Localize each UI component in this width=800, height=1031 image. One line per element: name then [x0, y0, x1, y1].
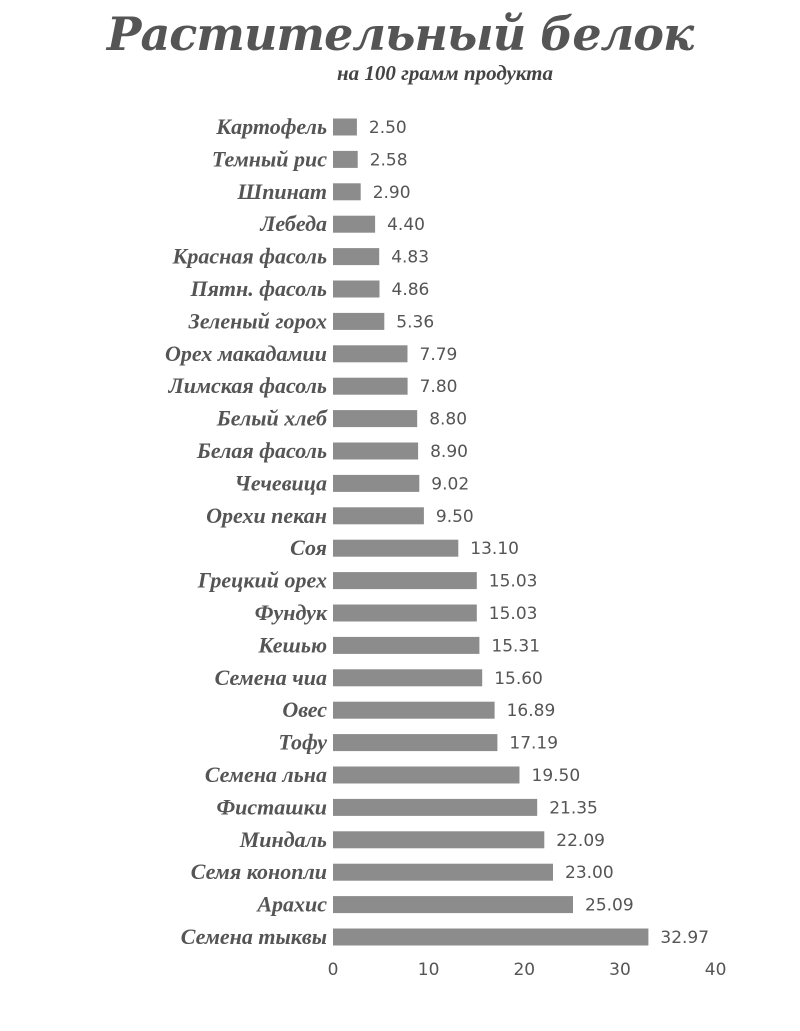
- category-label: Миндаль: [239, 827, 327, 852]
- category-label: Семена льна: [205, 762, 327, 787]
- x-axis-ticks-group: 0 10 20 30 40: [328, 960, 727, 980]
- bar: [333, 636, 480, 654]
- category-label: Шпинат: [236, 179, 327, 204]
- bar: [333, 734, 498, 752]
- category-label: Пятн. фасоль: [189, 276, 327, 301]
- category-label: Семя конопли: [191, 859, 327, 884]
- value-label: 5.36: [396, 312, 434, 332]
- bar: [333, 442, 419, 460]
- category-label: Семена чиа: [215, 665, 327, 690]
- value-label: 7.80: [420, 377, 458, 397]
- bar: [333, 215, 376, 233]
- bar: [333, 928, 649, 946]
- value-label: 15.03: [489, 604, 538, 624]
- value-label: 2.50: [369, 118, 407, 138]
- category-label: Темный рис: [212, 146, 327, 171]
- category-label: Зеленый горох: [188, 308, 327, 333]
- bar: [333, 669, 483, 687]
- value-label: 17.19: [509, 734, 558, 754]
- bar: [333, 507, 424, 525]
- bar: [333, 604, 477, 622]
- bar: [333, 248, 380, 266]
- bar: [333, 701, 495, 719]
- bar: [333, 831, 545, 849]
- value-label: 25.09: [585, 896, 634, 916]
- category-label: Орехи пекан: [206, 503, 327, 528]
- value-label: 2.58: [370, 150, 408, 170]
- value-label: 2.90: [373, 183, 411, 203]
- category-label: Арахис: [255, 892, 327, 917]
- category-label: Фундук: [255, 600, 328, 625]
- value-label: 7.79: [420, 345, 458, 365]
- bar: [333, 474, 420, 492]
- category-label: Тофу: [278, 730, 327, 755]
- value-label: 15.31: [491, 636, 540, 656]
- category-label: Лебеда: [259, 211, 327, 236]
- value-label: 9.50: [436, 507, 474, 527]
- x-tick-label: 0: [328, 960, 339, 980]
- category-label: Картофель: [215, 114, 327, 139]
- category-label: Кешью: [257, 632, 327, 657]
- category-label: Белая фасоль: [196, 438, 327, 463]
- bar: [333, 410, 418, 428]
- bar: [333, 183, 361, 201]
- value-label: 4.86: [392, 280, 430, 300]
- category-label: Соя: [290, 535, 327, 560]
- value-label: 23.00: [565, 863, 614, 883]
- bars-group: [333, 118, 649, 946]
- x-tick-label: 40: [705, 960, 727, 980]
- category-label: Фисташки: [216, 794, 327, 819]
- category-labels-group: Картофель Темный рис Шпинат Лебеда Красная ф…: [165, 114, 328, 949]
- bar: [333, 896, 573, 914]
- category-label: Грецкий орех: [197, 568, 327, 593]
- chart-subtitle: на 100 грамм продукта: [337, 61, 553, 85]
- value-label: 13.10: [470, 539, 519, 559]
- x-tick-label: 30: [609, 960, 631, 980]
- bar: [333, 539, 459, 557]
- bar: [333, 345, 408, 363]
- bar: [333, 377, 408, 395]
- bar: [333, 572, 477, 590]
- bar: [333, 312, 385, 330]
- x-tick-label: 20: [513, 960, 535, 980]
- value-label: 8.90: [430, 442, 468, 462]
- value-label: 22.09: [556, 831, 605, 851]
- category-label: Белый хлеб: [216, 406, 328, 431]
- category-label: Красная фасоль: [172, 244, 328, 269]
- bar: [333, 118, 357, 136]
- category-label: Орех макадамии: [165, 341, 327, 366]
- bar: [333, 280, 380, 298]
- value-label: 32.97: [660, 928, 709, 948]
- value-label: 19.50: [532, 766, 581, 786]
- value-label: 4.83: [391, 248, 429, 268]
- value-label: 16.89: [507, 701, 556, 721]
- category-label: Лимская фасоль: [168, 373, 327, 398]
- x-tick-label: 10: [418, 960, 440, 980]
- bar: [333, 150, 358, 168]
- value-label: 9.02: [431, 474, 469, 494]
- category-label: Овес: [282, 697, 327, 722]
- category-label: Семена тыквы: [181, 924, 327, 949]
- value-label: 15.03: [489, 572, 538, 592]
- value-label: 21.35: [549, 798, 598, 818]
- value-label: 4.40: [387, 215, 425, 235]
- bar: [333, 766, 520, 784]
- value-label: 8.80: [429, 410, 467, 430]
- value-labels-group: 2.50 2.58 2.90 4.40 4.83 4.86 5.36 7.79 7.80 8.80…: [369, 118, 709, 948]
- bar: [333, 798, 538, 816]
- bar: [333, 863, 553, 881]
- category-label: Чечевица: [234, 470, 327, 495]
- chart-title: Растительный белок: [105, 7, 695, 61]
- value-label: 15.60: [494, 669, 543, 689]
